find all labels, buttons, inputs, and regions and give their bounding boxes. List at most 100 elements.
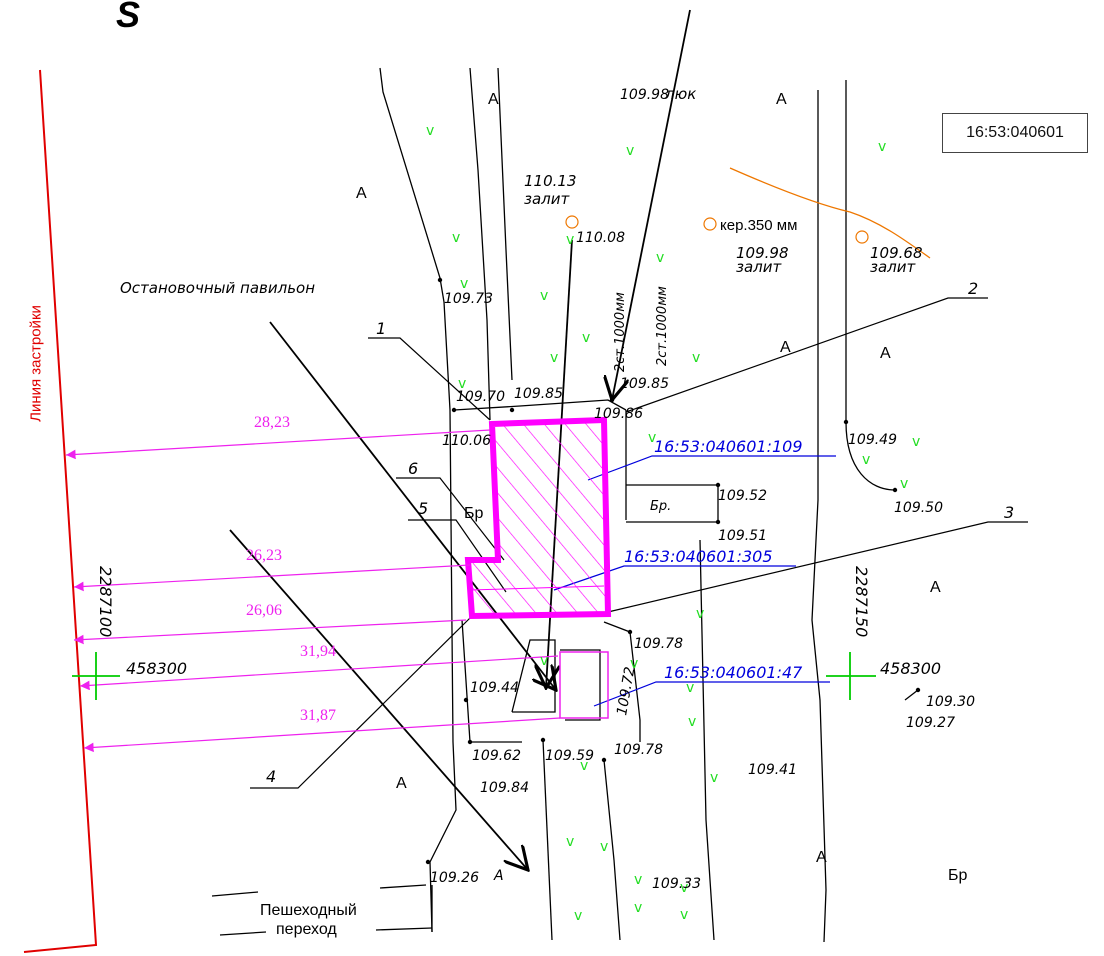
svg-text:v: v [656,250,664,266]
svg-text:Бр.: Бр. [650,499,671,514]
svg-text:v: v [900,476,908,492]
svg-text:16:53:040601:305: 16:53:040601:305 [624,547,773,566]
grid-crosses [72,652,876,700]
svg-text:31,94: 31,94 [300,643,336,660]
svg-text:А: А [776,91,787,108]
svg-text:109.51: 109.51 [718,528,767,544]
svg-text:v: v [680,880,688,896]
road-linework [211,67,919,943]
svg-text:v: v [686,680,694,696]
svg-text:109.41: 109.41 [748,762,797,778]
svg-text:109.30: 109.30 [926,694,975,710]
svg-text:v: v [566,232,574,248]
svg-text:v: v [458,376,466,392]
grid-coordinates: 458300 458300 2287100 2287150 [96,566,941,678]
svg-text:v: v [688,714,696,730]
svg-text:Пешеходный: Пешеходный [260,902,357,919]
svg-text:v: v [710,770,718,786]
svg-text:109.78: 109.78 [614,742,663,758]
svg-text:109.98: 109.98 [736,244,789,262]
crosswalk-label: Пешеходный переход [260,902,357,938]
svg-text:458300: 458300 [126,659,187,678]
svg-text:v: v [550,350,558,366]
svg-text:v: v [540,653,548,669]
svg-text:28,23: 28,23 [254,414,290,431]
svg-text:110.13: 110.13 [524,172,577,190]
svg-text:А: А [356,185,367,202]
svg-text:109.85: 109.85 [620,376,669,392]
svg-text:1: 1 [376,319,386,338]
svg-text:v: v [634,872,642,888]
svg-text:А: А [780,339,791,356]
parcel-number-box: 16:53:040601 [942,113,1088,153]
svg-text:109.27: 109.27 [906,715,955,731]
svg-text:А: А [816,849,827,866]
svg-text:кер.350 мм: кер.350 мм [720,217,797,234]
north-label: S [116,0,141,35]
svg-text:109.86: 109.86 [594,406,643,422]
svg-text:110.08: 110.08 [576,230,625,246]
svg-text:залит: залит [870,258,917,276]
svg-text:v: v [582,330,590,346]
cable-line [729,167,931,259]
svg-text:v: v [540,288,548,304]
svg-text:6: 6 [408,459,418,478]
elevation-labels: 109.98 110.08 109.73 109.70 109.85 109.8… [430,87,975,892]
svg-text:v: v [580,758,588,774]
svg-text:109.98: 109.98 [620,87,669,103]
svg-text:А: А [396,775,407,792]
svg-text:26,06: 26,06 [246,602,282,619]
svg-text:109.26: 109.26 [430,870,479,886]
svg-text:109.84: 109.84 [480,780,529,796]
pavilion-outline [464,416,612,620]
manhole-labels: 110.13 залит 109.98 залит 109.68 залит л… [524,85,923,276]
svg-text:А: А [930,579,941,596]
svg-text:4: 4 [266,767,276,786]
svg-text:залит: залит [736,258,783,276]
svg-text:Бр: Бр [464,505,484,522]
svg-text:v: v [566,834,574,850]
svg-text:26,23: 26,23 [246,547,282,564]
adjacent-parcel-47 [559,651,609,719]
svg-text:v: v [574,908,582,924]
svg-text:16:53:040601:47: 16:53:040601:47 [664,663,803,682]
svg-text:109.52: 109.52 [718,488,767,504]
svg-text:2287150: 2287150 [852,566,871,637]
cadastral-numbers: 16:53:040601:109 16:53:040601:305 16:53:… [624,437,803,682]
svg-text:люк: люк [664,85,696,103]
svg-text:109.72: 109.72 [614,666,638,717]
building-line [23,69,98,953]
elevation-points [425,277,921,865]
leader-numbers: 1 2 3 4 5 6 [266,279,1014,786]
svg-text:16:53:040601:109: 16:53:040601:109 [654,437,803,456]
svg-text:109.73: 109.73 [444,291,493,307]
svg-text:v: v [626,143,634,159]
svg-text:v: v [878,139,886,155]
svg-text:458300: 458300 [880,659,941,678]
svg-text:v: v [452,230,460,246]
svg-text:А: А [488,91,499,108]
dimension-lines [65,429,561,753]
svg-text:109.33: 109.33 [652,876,701,892]
svg-text:109.44: 109.44 [470,680,519,696]
svg-text:109.68: 109.68 [870,244,923,262]
svg-text:v: v [600,839,608,855]
svg-text:2ст.1000мм: 2ст.1000мм [613,292,628,372]
svg-text:v: v [460,276,468,292]
svg-text:109.50: 109.50 [894,500,943,516]
svg-text:Бр: Бр [948,867,968,884]
stop-pavilion-label: Остановочный павильон [120,279,315,297]
svg-text:v: v [630,656,638,672]
svg-text:v: v [862,452,870,468]
svg-text:109.70: 109.70 [456,389,505,405]
pipe-labels: 2ст.1000мм 2ст.1000мм кер.350 мм [613,217,797,372]
svg-text:5: 5 [418,499,428,518]
svg-text:v: v [912,434,920,450]
svg-text:v: v [426,123,434,139]
grass-symbols: v v v v v v v v v v v v v v v v v v v v … [426,123,920,924]
svg-text:залит: залит [524,190,571,208]
svg-text:v: v [634,900,642,916]
svg-text:109.78: 109.78 [634,636,683,652]
pavilion-divider [469,585,605,591]
